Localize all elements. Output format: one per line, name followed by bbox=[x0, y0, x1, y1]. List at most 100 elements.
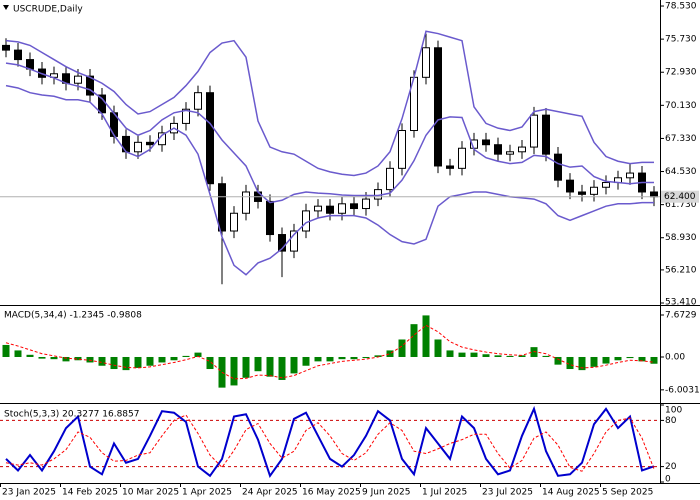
candle-body bbox=[146, 141, 154, 146]
candle-body bbox=[434, 47, 442, 167]
candle-body bbox=[134, 141, 142, 153]
last-price-box bbox=[661, 190, 699, 203]
histogram-bar bbox=[86, 356, 94, 363]
histogram-bar bbox=[194, 352, 202, 357]
histogram-bar bbox=[74, 356, 82, 361]
candle-body bbox=[398, 130, 406, 169]
candle-body bbox=[602, 182, 610, 188]
histogram-bar bbox=[122, 356, 130, 371]
y-tick-label: 61.730 bbox=[665, 200, 697, 210]
candle-body bbox=[482, 139, 490, 146]
histogram-bar bbox=[26, 354, 34, 357]
panel-title: MACD(5,34,4) -1.2345 -0.9808 bbox=[4, 311, 142, 321]
x-tick-label: 16 May 2025 bbox=[302, 488, 361, 498]
histogram-bar bbox=[374, 355, 382, 357]
candle-body bbox=[542, 114, 550, 155]
candle-body bbox=[350, 203, 358, 210]
histogram-bar bbox=[182, 355, 190, 357]
histogram-bar bbox=[290, 356, 298, 374]
histogram-bar bbox=[386, 350, 394, 357]
candle-body bbox=[230, 212, 238, 232]
histogram-bar bbox=[110, 356, 118, 370]
histogram-bar bbox=[566, 356, 574, 370]
histogram-bar bbox=[350, 356, 358, 360]
x-tick-label: 23 Jul 2025 bbox=[482, 488, 533, 498]
x-tick-label: 1 Jul 2025 bbox=[422, 488, 467, 498]
x-tick-label: 9 Jun 2025 bbox=[362, 488, 410, 498]
histogram-bar bbox=[2, 344, 10, 357]
y-tick-label: 64.530 bbox=[665, 167, 697, 177]
candle-body bbox=[2, 44, 10, 51]
x-tick-label: 14 Aug 2025 bbox=[542, 488, 600, 498]
candle-body bbox=[506, 151, 514, 155]
last-price-label: 62.400 bbox=[664, 192, 696, 202]
histogram-bar bbox=[590, 356, 598, 367]
x-tick-label: 5 Sep 2025 bbox=[602, 488, 653, 498]
candle-body bbox=[206, 92, 214, 185]
histogram-bar bbox=[422, 315, 430, 357]
histogram-bar bbox=[326, 356, 334, 362]
candle-body bbox=[86, 75, 94, 96]
histogram-bar bbox=[302, 356, 310, 366]
histogram-bar bbox=[434, 339, 442, 357]
candle-body bbox=[266, 200, 274, 236]
symbol-menu-icon bbox=[3, 5, 9, 10]
candle-body bbox=[590, 186, 598, 195]
y-tick-label: 0.00 bbox=[665, 352, 685, 362]
candle-body bbox=[554, 153, 562, 181]
histogram-bar bbox=[470, 352, 478, 357]
y-tick-label: 70.130 bbox=[665, 101, 697, 111]
candle-body bbox=[386, 167, 394, 191]
histogram-bar bbox=[314, 356, 322, 362]
indicator-line bbox=[5, 405, 655, 479]
histogram-bar bbox=[650, 356, 658, 364]
y-tick-label: 67.330 bbox=[665, 134, 697, 144]
candle-body bbox=[422, 47, 430, 78]
x-tick-label: 14 Feb 2025 bbox=[62, 488, 118, 498]
histogram-bar bbox=[254, 356, 262, 372]
y-tick-label: 53.410 bbox=[665, 298, 697, 308]
histogram-bar bbox=[602, 356, 610, 364]
candle-body bbox=[530, 114, 538, 148]
y-tick-label: 100 bbox=[665, 406, 682, 416]
histogram-bar bbox=[530, 347, 538, 357]
candle-body bbox=[578, 191, 586, 195]
panel-title: Stoch(5,3,3) 20.3277 16.8857 bbox=[4, 410, 139, 420]
histogram-bar bbox=[266, 356, 274, 377]
histogram-bar bbox=[362, 356, 370, 359]
x-tick-label: 24 Apr 2025 bbox=[242, 488, 298, 498]
signal-line bbox=[5, 414, 655, 472]
candle-body bbox=[182, 108, 190, 124]
candle-body bbox=[314, 205, 322, 212]
histogram-bar bbox=[626, 356, 634, 359]
histogram-bar bbox=[206, 356, 214, 370]
y-tick-label: 20 bbox=[665, 462, 677, 472]
histogram-bar bbox=[278, 356, 286, 380]
panel-title: USCRUDE,Daily bbox=[13, 5, 83, 15]
y-tick-label: 56.210 bbox=[665, 265, 697, 275]
histogram-bar bbox=[338, 356, 346, 360]
bollinger-lower bbox=[5, 84, 654, 276]
y-tick-label: 75.730 bbox=[665, 35, 697, 45]
candle-body bbox=[218, 183, 226, 232]
x-tick-label: 10 Mar 2025 bbox=[122, 488, 179, 498]
histogram-bar bbox=[62, 356, 70, 362]
histogram-bar bbox=[170, 356, 178, 361]
signal-line bbox=[5, 324, 655, 380]
candle-body bbox=[494, 144, 502, 155]
y-tick-label: 58.930 bbox=[665, 233, 697, 243]
candle-body bbox=[290, 230, 298, 252]
candle-body bbox=[362, 198, 370, 210]
histogram-bar bbox=[398, 339, 406, 357]
histogram-bar bbox=[38, 356, 46, 359]
histogram-bar bbox=[14, 350, 22, 357]
histogram-bar bbox=[410, 324, 418, 357]
candle-body bbox=[566, 179, 574, 193]
candle-body bbox=[74, 75, 82, 84]
histogram-bar bbox=[578, 356, 586, 371]
y-tick-label: 0 bbox=[665, 475, 671, 485]
y-tick-label: 80 bbox=[665, 416, 677, 426]
